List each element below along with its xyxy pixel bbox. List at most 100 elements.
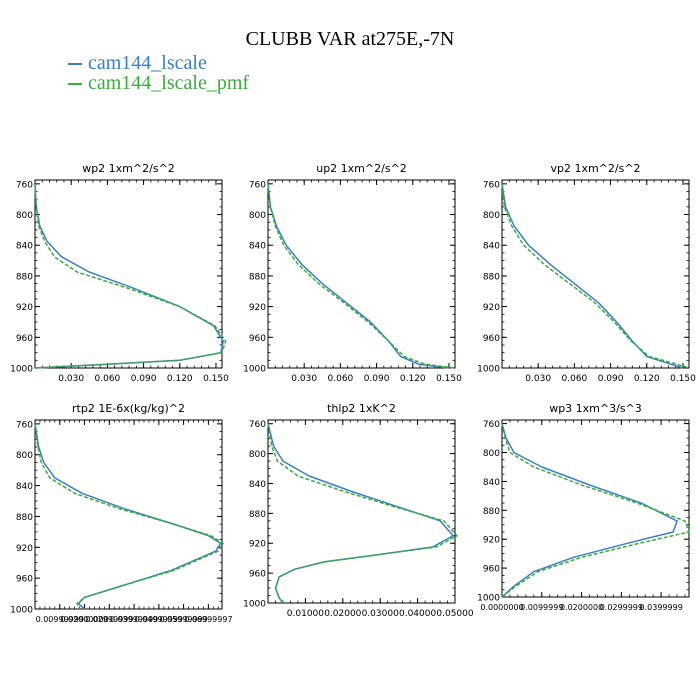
panel-frame xyxy=(34,419,223,610)
legend-label-2: cam144_lscale_pmf xyxy=(88,72,250,94)
series-line-2 xyxy=(267,423,458,604)
x-tick-label: 0.01000 xyxy=(287,609,324,619)
panel-5: thlp2 1xK^2 760 800 840 880 920 960 1000 0.01000… xyxy=(243,402,474,619)
y-tick-label: 920 xyxy=(249,303,266,313)
legend-swatch-1 xyxy=(68,62,82,65)
y-tick-label: 800 xyxy=(483,211,500,221)
x-tick-label: 0.120 xyxy=(634,374,660,384)
panel-title: rtp2 1E-6x(kg/kg)^2 xyxy=(72,402,185,415)
y-tick-label: 1000 xyxy=(243,600,266,610)
x-tick-label: 0.03000 xyxy=(362,609,399,619)
series-line-1 xyxy=(501,423,678,598)
x-tick-label: 0.120 xyxy=(400,374,426,384)
x-tick-label: 0.030 xyxy=(525,374,551,384)
panel-6: wp3 1xm^3/s^3 760 800 840 880 920 960 10000.000… xyxy=(477,402,690,612)
y-tick-label: 880 xyxy=(483,272,500,282)
y-tick-label: 800 xyxy=(483,449,500,459)
y-tick-label: 920 xyxy=(483,536,500,546)
y-tick-label: 960 xyxy=(16,575,33,585)
y-tick-label: 920 xyxy=(249,540,266,550)
legend-entry-1: cam144_lscale xyxy=(68,52,207,75)
x-tick-label: 0.090 xyxy=(598,374,624,384)
x-tick-label: 0.02000 xyxy=(324,609,361,619)
x-tick-label: 0.05000 xyxy=(436,609,473,619)
panel-title: up2 1xm^2/s^2 xyxy=(316,162,407,175)
panel-title: wp2 1xm^2/s^2 xyxy=(82,162,175,175)
panel-title: thlp2 1xK^2 xyxy=(327,402,396,415)
legend-entry-2: cam144_lscale_pmf xyxy=(68,72,249,95)
y-tick-label: 840 xyxy=(249,480,266,490)
x-tick-label: 0.02999999 xyxy=(85,615,133,624)
y-tick-label: 800 xyxy=(249,450,266,460)
y-tick-label: 1000 xyxy=(243,365,266,375)
x-tick-label: 0.00999999 xyxy=(36,615,84,624)
legend-swatch-2 xyxy=(68,82,82,85)
x-tick-label: 0.0200000 xyxy=(560,603,603,612)
x-tick-label: 0.0399999 xyxy=(640,603,683,612)
legend-label-1: cam144_lscale xyxy=(88,52,207,74)
y-tick-label: 960 xyxy=(483,565,500,575)
y-tick-label: 800 xyxy=(16,211,33,221)
panel-title: wp3 1xm^3/s^3 xyxy=(549,402,642,415)
series-line-1 xyxy=(267,423,454,604)
panel-frame xyxy=(501,179,690,369)
y-tick-label: 840 xyxy=(16,242,33,252)
y-tick-label: 960 xyxy=(16,334,33,344)
x-tick-label: 0.03999999 xyxy=(110,615,158,624)
y-tick-label: 920 xyxy=(16,544,33,554)
y-tick-label: 880 xyxy=(249,272,266,282)
x-tick-label: 0.150 xyxy=(670,374,696,384)
y-tick-label: 760 xyxy=(16,180,33,190)
y-tick-label: 880 xyxy=(483,507,500,517)
x-tick-label: 0.060 xyxy=(95,374,121,384)
series-line-1 xyxy=(501,183,684,369)
y-tick-label: 920 xyxy=(483,303,500,313)
y-tick-label: 880 xyxy=(16,272,33,282)
y-tick-label: 1000 xyxy=(10,365,33,375)
panel-frame xyxy=(267,179,456,369)
panel-title: vp2 1xm^2/s^2 xyxy=(550,162,640,175)
y-tick-label: 760 xyxy=(249,180,266,190)
y-tick-label: 880 xyxy=(16,513,33,523)
x-tick-label: 0.0000000 xyxy=(480,603,523,612)
series-line-2 xyxy=(267,183,456,369)
y-tick-label: 800 xyxy=(16,451,33,461)
y-tick-label: 840 xyxy=(483,478,500,488)
y-tick-label: 760 xyxy=(249,420,266,430)
panel-4: rtp2 1E-6x(kg/kg)^2 760 800 840 880 920 960 100… xyxy=(10,402,232,624)
series-line-1 xyxy=(267,183,450,369)
y-tick-label: 840 xyxy=(483,242,500,252)
x-tick-label: 0.090 xyxy=(131,374,157,384)
panel-frame xyxy=(34,179,223,369)
y-tick-label: 960 xyxy=(249,334,266,344)
x-tick-label: 0.05999999 xyxy=(159,615,207,624)
x-tick-label: 0.02000000 xyxy=(60,615,108,624)
x-tick-label: 0.030 xyxy=(291,374,317,384)
series-line-2 xyxy=(34,423,224,610)
panel-frame xyxy=(267,419,456,604)
series-line-2 xyxy=(501,183,690,369)
y-tick-label: 960 xyxy=(249,570,266,580)
y-tick-label: 760 xyxy=(16,420,33,430)
x-tick-label: 0.090 xyxy=(364,374,390,384)
y-tick-label: 840 xyxy=(249,242,266,252)
y-tick-label: 880 xyxy=(249,510,266,520)
x-tick-label: 0.04000 xyxy=(399,609,436,619)
panel-frame xyxy=(501,419,690,598)
y-tick-label: 760 xyxy=(483,180,500,190)
y-tick-label: 960 xyxy=(483,334,500,344)
x-tick-label: 0.060 xyxy=(328,374,354,384)
y-tick-label: 1000 xyxy=(477,365,500,375)
y-tick-label: 1000 xyxy=(477,594,500,604)
x-tick-label: 0.150 xyxy=(436,374,462,384)
x-tick-label: 0.060 xyxy=(562,374,588,384)
y-tick-label: 840 xyxy=(16,482,33,492)
x-tick-label: 0.120 xyxy=(167,374,193,384)
series-line-2 xyxy=(34,183,227,369)
panel-1: wp2 1xm^2/s^2 760 800 840 880 920 960 1000 0.030… xyxy=(10,162,229,384)
x-tick-label: 0.030 xyxy=(58,374,84,384)
x-tick-label: 0.06999997 xyxy=(184,615,232,624)
y-tick-label: 920 xyxy=(16,303,33,313)
x-tick-label: 0.04999999 xyxy=(135,615,183,624)
